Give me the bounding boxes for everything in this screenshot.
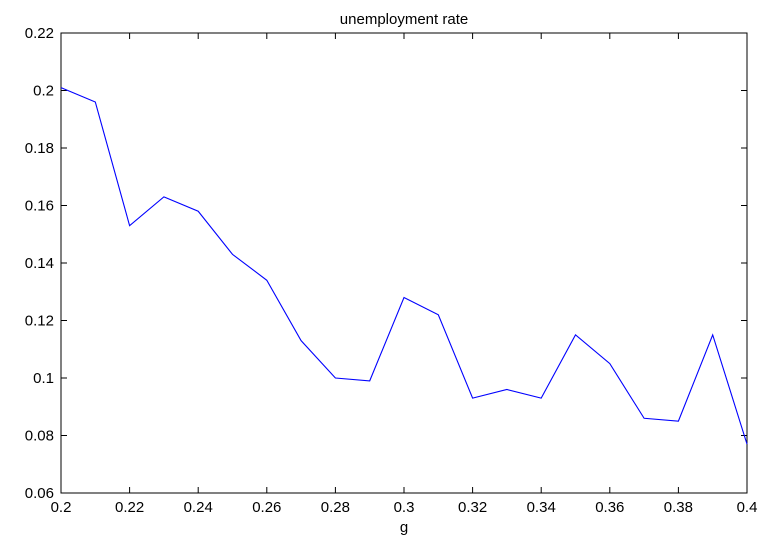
y-tick-label: 0.12 xyxy=(25,313,54,330)
x-tick-label: 0.38 xyxy=(664,499,693,516)
x-tick-label: 0.22 xyxy=(115,499,144,516)
x-tick-label: 0.2 xyxy=(51,499,72,516)
y-axis: 0.06 0.08 0.1 0.12 0.14 0.16 0.18 0.2 0.22 xyxy=(25,25,747,502)
y-tick-label: 0.14 xyxy=(25,255,54,272)
x-tick-label: 0.3 xyxy=(394,499,415,516)
x-axis: 0.2 0.22 0.24 0.26 0.28 0.3 0.32 0.34 0.36 0.38 0.… xyxy=(51,33,758,516)
plot-area-frame xyxy=(60,32,748,494)
x-tick-label: 0.32 xyxy=(458,499,487,516)
y-tick-label: 0.16 xyxy=(25,198,54,215)
y-tick-label: 0.22 xyxy=(25,25,54,42)
x-tick-label: 0.4 xyxy=(737,499,758,516)
x-tick-label: 0.34 xyxy=(527,499,556,516)
x-tick-label: 0.24 xyxy=(184,499,213,516)
x-tick-label: 0.36 xyxy=(595,499,624,516)
y-tick-label: 0.18 xyxy=(25,140,54,157)
chart-title: unemployment rate xyxy=(340,11,468,28)
y-tick-label: 0.2 xyxy=(33,83,54,100)
y-tick-label: 0.06 xyxy=(25,485,54,502)
x-tick-label: 0.26 xyxy=(252,499,281,516)
x-axis-label: g xyxy=(400,519,408,536)
series-line xyxy=(60,87,748,445)
series-layer xyxy=(60,87,748,445)
x-tick-label: 0.28 xyxy=(321,499,350,516)
y-tick-label: 0.08 xyxy=(25,428,54,445)
y-tick-label: 0.1 xyxy=(33,370,54,387)
